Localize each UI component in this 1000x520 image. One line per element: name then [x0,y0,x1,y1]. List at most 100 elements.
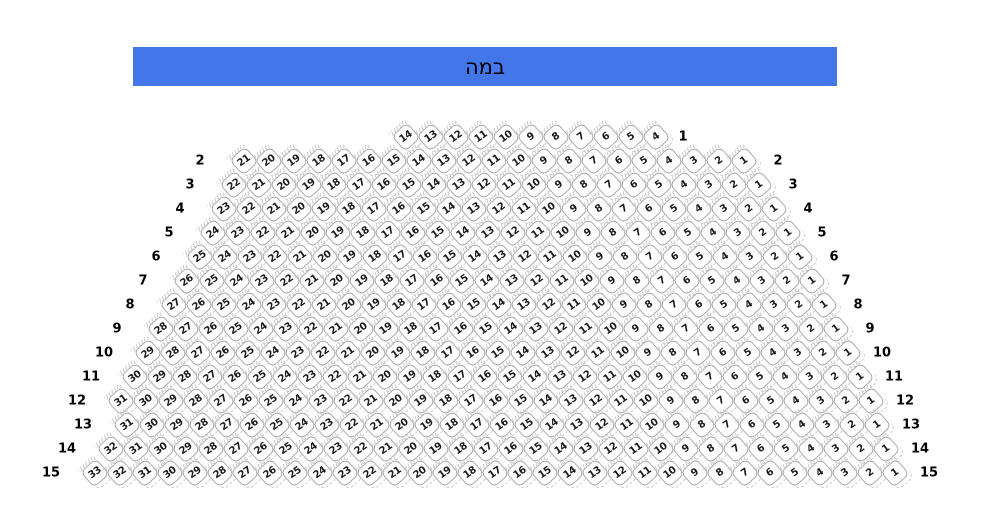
seat-row15-25[interactable]: 25 [280,458,310,488]
seat-row3-2[interactable]: 2 [719,170,749,200]
seat-row15-1[interactable]: 1 [880,458,910,488]
seat-row15-29[interactable]: 29 [180,458,210,488]
seat-row15-11[interactable]: 11 [630,458,660,488]
seat-row2-12[interactable]: 12 [454,146,484,176]
seat-row12-25[interactable]: 25 [256,386,286,416]
seat-row12-20[interactable]: 20 [381,386,411,416]
seat-row2-9[interactable]: 9 [529,146,559,176]
seat-row2-19[interactable]: 19 [279,146,309,176]
seat-row2-3[interactable]: 3 [679,146,709,176]
seat-row3-8[interactable]: 8 [569,170,599,200]
seat-row3-5[interactable]: 5 [644,170,674,200]
seat-row12-15[interactable]: 15 [506,386,536,416]
seat-row3-16[interactable]: 16 [369,170,399,200]
seat-row12-12[interactable]: 12 [581,386,611,416]
seat-row3-4[interactable]: 4 [669,170,699,200]
seat-row3-18[interactable]: 18 [319,170,349,200]
seat-row4-2[interactable]: 2 [734,194,764,224]
seat-row3-15[interactable]: 15 [394,170,424,200]
seat-row12-17[interactable]: 17 [456,386,486,416]
seat-row15-33[interactable]: 33 [80,458,110,488]
seat-row12-23[interactable]: 23 [306,386,336,416]
seat-row12-19[interactable]: 19 [406,386,436,416]
seat-row2-7[interactable]: 7 [579,146,609,176]
seat-row1-6[interactable]: 6 [591,122,621,152]
seat-row12-4[interactable]: 4 [781,386,811,416]
seat-row15-3[interactable]: 3 [830,458,860,488]
seat-row12-31[interactable]: 31 [106,386,136,416]
seat-row12-3[interactable]: 3 [806,386,836,416]
seat-row15-13[interactable]: 13 [580,458,610,488]
seat-row3-22[interactable]: 22 [219,170,249,200]
seat-row4-23[interactable]: 23 [209,194,239,224]
seat-row15-14[interactable]: 14 [555,458,585,488]
seat-row1-13[interactable]: 13 [416,122,446,152]
seat-row12-5[interactable]: 5 [756,386,786,416]
seat-row15-20[interactable]: 20 [405,458,435,488]
seat-row15-21[interactable]: 21 [380,458,410,488]
seat-row4-1[interactable]: 1 [759,194,789,224]
seat-row2-21[interactable]: 21 [229,146,259,176]
seat-row15-8[interactable]: 8 [705,458,735,488]
seat-row15-28[interactable]: 28 [205,458,235,488]
seat-row1-10[interactable]: 10 [491,122,521,152]
seat-row2-5[interactable]: 5 [629,146,659,176]
seat-row4-22[interactable]: 22 [234,194,264,224]
seat-row15-32[interactable]: 32 [105,458,135,488]
seat-row1-8[interactable]: 8 [541,122,571,152]
seat-row12-30[interactable]: 30 [131,386,161,416]
seat-row15-19[interactable]: 19 [430,458,460,488]
seat-row15-12[interactable]: 12 [605,458,635,488]
seat-row12-7[interactable]: 7 [706,386,736,416]
seat-row3-7[interactable]: 7 [594,170,624,200]
seat-row3-3[interactable]: 3 [694,170,724,200]
seat-row3-19[interactable]: 19 [294,170,324,200]
seat-row4-9[interactable]: 9 [559,194,589,224]
seat-row3-13[interactable]: 13 [444,170,474,200]
seat-row12-26[interactable]: 26 [231,386,261,416]
seat-row4-19[interactable]: 19 [309,194,339,224]
seat-row2-11[interactable]: 11 [479,146,509,176]
seat-row12-24[interactable]: 24 [281,386,311,416]
seat-row12-11[interactable]: 11 [606,386,636,416]
seat-row15-16[interactable]: 16 [505,458,535,488]
seat-row4-4[interactable]: 4 [684,194,714,224]
seat-row12-16[interactable]: 16 [481,386,511,416]
seat-row1-11[interactable]: 11 [466,122,496,152]
seat-row15-31[interactable]: 31 [130,458,160,488]
seat-row12-6[interactable]: 6 [731,386,761,416]
seat-row12-21[interactable]: 21 [356,386,386,416]
seat-row3-1[interactable]: 1 [744,170,774,200]
seat-row3-12[interactable]: 12 [469,170,499,200]
seat-row15-4[interactable]: 4 [805,458,835,488]
seat-row15-10[interactable]: 10 [655,458,685,488]
seat-row12-8[interactable]: 8 [681,386,711,416]
seat-row15-18[interactable]: 18 [455,458,485,488]
seat-row12-2[interactable]: 2 [831,386,861,416]
seat-row4-18[interactable]: 18 [334,194,364,224]
seat-row4-8[interactable]: 8 [584,194,614,224]
seat-row12-29[interactable]: 29 [156,386,186,416]
seat-row2-6[interactable]: 6 [604,146,634,176]
seat-row3-10[interactable]: 10 [519,170,549,200]
seat-row15-22[interactable]: 22 [355,458,385,488]
seat-row4-20[interactable]: 20 [284,194,314,224]
seat-row15-7[interactable]: 7 [730,458,760,488]
seat-row2-14[interactable]: 14 [404,146,434,176]
seat-row15-27[interactable]: 27 [230,458,260,488]
seat-row2-20[interactable]: 20 [254,146,284,176]
seat-row12-27[interactable]: 27 [206,386,236,416]
seat-row3-11[interactable]: 11 [494,170,524,200]
seat-row2-17[interactable]: 17 [329,146,359,176]
seat-row3-14[interactable]: 14 [419,170,449,200]
seat-row12-9[interactable]: 9 [656,386,686,416]
seat-row4-15[interactable]: 15 [409,194,439,224]
seat-row15-5[interactable]: 5 [780,458,810,488]
seat-row15-24[interactable]: 24 [305,458,335,488]
seat-row4-14[interactable]: 14 [434,194,464,224]
seat-row4-11[interactable]: 11 [509,194,539,224]
seat-row4-3[interactable]: 3 [709,194,739,224]
seat-row1-5[interactable]: 5 [616,122,646,152]
seat-row12-13[interactable]: 13 [556,386,586,416]
seat-row12-14[interactable]: 14 [531,386,561,416]
